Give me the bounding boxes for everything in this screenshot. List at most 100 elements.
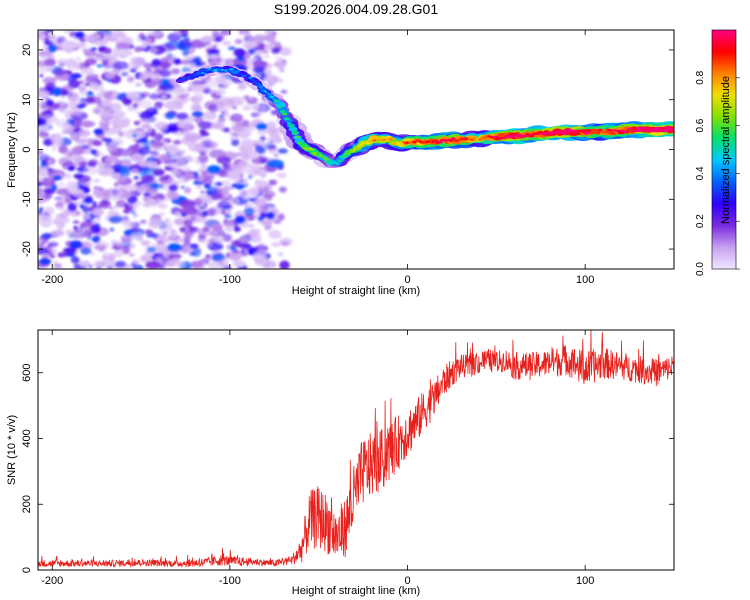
spectrogram-cell	[216, 101, 225, 108]
spectrogram-cell	[138, 32, 145, 39]
spectrogram-cell	[273, 219, 282, 224]
spectrogram-cell	[38, 214, 53, 224]
spectrogram-cell	[111, 102, 122, 111]
spectrogram-cell	[58, 106, 65, 113]
spectrogram-cell	[98, 200, 112, 209]
spectrogram-y-ticks: -20 -10 0 10 20	[21, 44, 674, 257]
spectrogram-cell	[183, 206, 198, 215]
spectrogram-cell	[229, 245, 237, 251]
spectrogram-ridge-cell	[449, 139, 453, 142]
spectrogram-cell	[279, 260, 290, 269]
spectrogram-cell	[130, 211, 137, 215]
spectrogram-cell	[231, 183, 238, 189]
spectrogram-ridge-cell	[278, 106, 283, 109]
spectrogram-cell	[75, 138, 87, 145]
spectrogram-cell	[141, 123, 152, 129]
spectrogram-cell	[116, 32, 127, 39]
spectrogram-cell	[149, 72, 161, 79]
spectrogram-cell	[171, 46, 177, 51]
spectrogram-cell	[72, 220, 80, 224]
spectrogram-cell	[204, 78, 219, 88]
spectrogram-cell	[222, 233, 232, 242]
spectrogram-cell	[208, 208, 217, 216]
spectrogram-cell	[254, 256, 268, 266]
spectrogram-cell	[130, 244, 136, 249]
spectrogram-cell	[243, 95, 250, 100]
spectrogram-cell	[243, 243, 251, 249]
spectrogram-cell	[78, 80, 84, 84]
spectrogram-cell	[80, 67, 94, 75]
spectrogram-ridge-cell	[292, 131, 298, 134]
spectrogram-cell	[262, 220, 273, 227]
spectrogram-cell	[220, 30, 231, 36]
spectrogram-ridge-cell	[308, 147, 313, 150]
spectrogram-cell	[200, 35, 214, 43]
spectrogram-cell	[74, 31, 85, 39]
spectrogram-cell	[45, 99, 54, 107]
spectrogram-cell	[264, 69, 273, 76]
spectrogram-cell	[230, 113, 244, 122]
spectrogram-cell	[102, 191, 112, 199]
snr-x-tick-label: 0	[404, 575, 410, 587]
spectrogram-cell	[138, 146, 151, 156]
snr-x-label: Height of straight line (km)	[292, 585, 420, 597]
spectrogram-cell	[208, 149, 226, 159]
spectrogram-cell	[239, 179, 244, 183]
spectrogram-cell	[86, 47, 93, 51]
spectrogram-ridge-cell	[625, 130, 630, 133]
spectrogram-cell	[137, 137, 148, 144]
snr-y-label: SNR (10 * v/v)	[6, 415, 18, 485]
spectrogram-cell	[80, 120, 94, 128]
spectrogram-cell	[73, 173, 84, 179]
spectrogram-cell	[82, 48, 86, 52]
spectrogram-cell	[66, 180, 79, 190]
spectrogram-cell	[258, 166, 267, 171]
spectrogram-cell	[145, 128, 153, 134]
spectrogram-cell	[123, 208, 131, 214]
spectrogram-cell	[71, 73, 83, 79]
spectrogram-cell	[114, 48, 131, 58]
spectrogram-cell	[248, 123, 253, 127]
spectrogram-cell	[38, 30, 44, 37]
spectrogram-cell	[146, 161, 158, 167]
spectrogram-cell	[120, 71, 129, 77]
chart-title: S199.2026.004.09.28.G01	[274, 1, 438, 17]
spectrogram-cell	[102, 127, 116, 136]
spectrogram-cell	[210, 56, 224, 64]
spectrogram-cell	[92, 208, 104, 216]
spectrogram-cell	[57, 181, 65, 188]
spectrogram-cell	[232, 240, 240, 245]
spectrogram-cell	[199, 174, 204, 179]
spectrogram-cell	[60, 101, 66, 107]
spectrogram-cell	[64, 196, 72, 204]
spectrogram-cell	[277, 213, 285, 221]
spectrogram-cell	[155, 256, 164, 262]
spectrogram-cell	[215, 36, 222, 42]
spectrogram-cell	[42, 77, 57, 85]
spectrogram-cell	[252, 104, 259, 111]
spectrogram-cell	[140, 219, 147, 224]
spectrogram-cell	[158, 183, 164, 189]
spectrogram-cell	[201, 260, 207, 265]
spectrogram-cell	[103, 69, 108, 73]
spectrogram-cell	[281, 241, 289, 246]
spectrogram-cell	[232, 106, 238, 110]
spectrogram-cell	[94, 87, 100, 92]
spectrogram-cell	[241, 162, 248, 166]
spectrogram-cell	[92, 107, 106, 114]
spectrogram-ridge-cell	[279, 109, 286, 113]
spectrogram-ridge-cell	[640, 129, 645, 133]
spectrogram-cell	[95, 260, 100, 264]
spectrogram-cell	[149, 216, 163, 224]
spectrogram-cell	[93, 178, 101, 183]
spectrogram-cell	[106, 145, 118, 153]
spectrogram-cell	[228, 205, 234, 209]
spectrogram-cell	[55, 216, 70, 225]
spectrogram-cell	[266, 137, 275, 144]
colorbar-tick-label: 0.8	[695, 70, 706, 84]
spectrogram-cell	[221, 111, 225, 115]
spectrogram-cell	[208, 103, 219, 113]
spectrogram-cell	[113, 182, 119, 187]
spectrogram-cell	[219, 193, 233, 202]
snr-x-tick-label: -200	[41, 575, 63, 587]
